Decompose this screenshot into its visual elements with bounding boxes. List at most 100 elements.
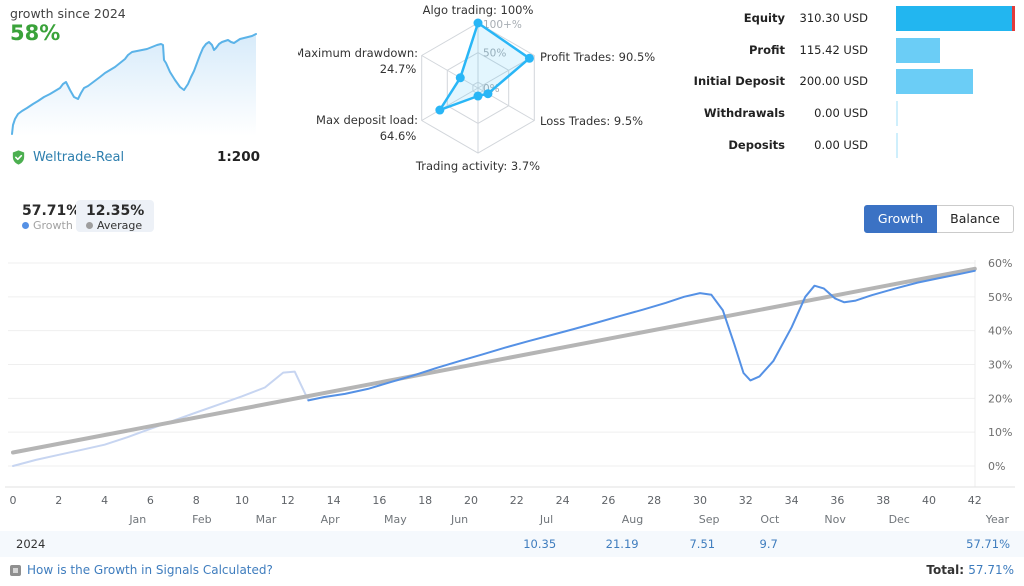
account-row: Weltrade-Real 1:200 bbox=[10, 148, 260, 168]
week-tick-label: 18 bbox=[418, 494, 433, 507]
radar-axis-label: Loss Trades: 9.5% bbox=[540, 114, 643, 128]
finance-row-bar bbox=[896, 132, 1015, 158]
month-label: Aug bbox=[621, 513, 644, 526]
month-label: Jan bbox=[129, 513, 147, 526]
week-tick-label: 2 bbox=[55, 494, 63, 507]
finance-row-bar bbox=[896, 37, 1015, 63]
total-label: Total: bbox=[926, 563, 964, 577]
radar-axis-label: Algo trading: 100% bbox=[423, 3, 534, 17]
leverage-value: 1:200 bbox=[217, 149, 260, 165]
account-finance-table: Equity 310.30 USD Profit 115.42 USD Initial … bbox=[690, 6, 1016, 171]
growth-tab-button[interactable]: Growth bbox=[863, 205, 938, 233]
week-tick-label: 10 bbox=[235, 494, 249, 507]
month-label: Nov bbox=[824, 513, 846, 526]
finance-row-label: Equity bbox=[743, 11, 785, 25]
finance-row-label: Withdrawals bbox=[703, 106, 785, 121]
help-video-icon[interactable] bbox=[10, 565, 21, 576]
finance-row-label: Profit bbox=[748, 42, 785, 57]
finance-row-value: 310.30 USD bbox=[799, 11, 868, 25]
month-label: Dec bbox=[888, 513, 910, 526]
finance-bar-fill bbox=[896, 101, 898, 127]
average-stat-chip[interactable]: 12.35% Average bbox=[76, 200, 155, 232]
finance-row: Initial Deposit 200.00 USD bbox=[690, 69, 1016, 95]
week-tick-label: 6 bbox=[146, 494, 154, 507]
chart-mode-toggle: Growth Balance bbox=[863, 205, 1014, 233]
radar-axis-value: 64.6% bbox=[380, 129, 417, 143]
y-axis-label: 60% bbox=[988, 257, 1012, 270]
radar-axis-label: Maximum drawdown: bbox=[298, 46, 418, 60]
month-label: Feb bbox=[192, 513, 212, 526]
signal-quality-radar-chart: 100+%50%0%Algo trading: 100%Profit Trade… bbox=[298, 3, 655, 173]
balance-tab-button[interactable]: Balance bbox=[937, 205, 1014, 233]
week-tick-label: 0 bbox=[9, 494, 17, 507]
finance-row-bar bbox=[896, 69, 1015, 95]
finance-row-bar bbox=[896, 6, 1015, 31]
growth-main-chart: 0% 10% 20% 30% 40% 50% 60% bbox=[5, 257, 1015, 488]
month-label: Jul bbox=[539, 513, 554, 526]
month-label: Mar bbox=[255, 513, 277, 526]
finance-row: Withdrawals 0.00 USD bbox=[690, 101, 1016, 127]
week-tick-label: 8 bbox=[192, 494, 200, 507]
growth-since-label: growth since 2024 bbox=[10, 6, 126, 21]
week-tick-label: 40 bbox=[922, 494, 936, 507]
growth-stat-label: Growth bbox=[33, 219, 73, 232]
month-label: May bbox=[384, 513, 407, 526]
yearly-growth-row: 2024 57.71% 10.35 21.19 7.51 9.7 bbox=[0, 531, 1024, 557]
radar-axis-label: Max deposit load: bbox=[316, 113, 418, 127]
growth-legend-dot-icon bbox=[22, 222, 29, 229]
week-axis-labels: 0 2 4 6 8 10 12 14 16 18 20 22 24 26 28 30 32 34 36 38 40 42 bbox=[0, 494, 1024, 508]
finance-row-value: 0.00 USD bbox=[814, 137, 868, 152]
month-axis-labels: Year Jan Feb Mar Apr May Jun Jul Aug Sep Oct Nov De… bbox=[0, 513, 1024, 527]
y-axis-label: 0% bbox=[988, 460, 1005, 473]
month-label: Sep bbox=[698, 513, 720, 526]
radar-axis-label: Trading activity: 3.7% bbox=[415, 159, 540, 173]
finance-bar-fill bbox=[896, 37, 941, 63]
year-total-value: 57.71% bbox=[966, 537, 1010, 551]
week-tick-label: 28 bbox=[647, 494, 662, 507]
account-server-link[interactable]: Weltrade-Real bbox=[33, 150, 125, 165]
year-value: 2024 bbox=[16, 537, 46, 551]
average-stat-label: Average bbox=[97, 219, 143, 232]
verified-shield-icon bbox=[12, 150, 25, 165]
monthly-growth-value: 10.35 bbox=[523, 537, 557, 551]
monthly-growth-value: 7.51 bbox=[689, 537, 716, 551]
finance-row-label: Deposits bbox=[728, 137, 785, 152]
finance-row: Profit 115.42 USD bbox=[690, 37, 1016, 64]
equity-marker bbox=[1012, 6, 1015, 31]
week-tick-label: 42 bbox=[967, 494, 982, 507]
week-tick-label: 32 bbox=[738, 494, 753, 507]
finance-bar-fill bbox=[896, 132, 898, 158]
growth-sparkline-chart bbox=[11, 33, 257, 136]
monthly-growth-value: 21.19 bbox=[605, 537, 639, 551]
growth-stat-chip[interactable]: 57.71% Growth bbox=[12, 200, 90, 232]
week-tick-label: 34 bbox=[784, 494, 799, 507]
growth-help-link[interactable]: How is the Growth in Signals Calculated? bbox=[27, 563, 273, 577]
week-tick-label: 4 bbox=[101, 494, 109, 507]
y-axis-label: 10% bbox=[988, 426, 1012, 439]
week-tick-label: 22 bbox=[509, 494, 524, 507]
finance-row-value: 115.42 USD bbox=[799, 42, 868, 57]
finance-bar-fill bbox=[896, 69, 973, 95]
total-value: 57.71% bbox=[968, 563, 1014, 577]
y-axis-label: 40% bbox=[988, 325, 1012, 338]
week-tick-label: 20 bbox=[464, 494, 478, 507]
month-label: Jun bbox=[450, 513, 469, 526]
y-axis-label: 30% bbox=[988, 359, 1012, 372]
finance-row-value: 200.00 USD bbox=[799, 74, 868, 89]
radar-ring-label: 100+% bbox=[483, 19, 522, 31]
finance-row-value: 0.00 USD bbox=[814, 106, 868, 121]
y-axis-label: 50% bbox=[988, 291, 1012, 304]
week-tick-label: 30 bbox=[693, 494, 707, 507]
week-tick-label: 16 bbox=[372, 494, 387, 507]
month-label: Apr bbox=[320, 513, 340, 526]
radar-ring-label: 50% bbox=[483, 48, 506, 60]
finance-row: Deposits 0.00 USD bbox=[690, 132, 1016, 159]
radar-axis-value: 24.7% bbox=[380, 62, 417, 76]
finance-row-bar bbox=[896, 101, 1015, 127]
year-axis-label: Year bbox=[985, 513, 1009, 526]
finance-row-label: Initial Deposit bbox=[693, 74, 785, 89]
week-tick-label: 36 bbox=[830, 494, 845, 507]
radar-axis-label: Profit Trades: 90.5% bbox=[540, 50, 655, 64]
month-label: Oct bbox=[760, 513, 780, 526]
